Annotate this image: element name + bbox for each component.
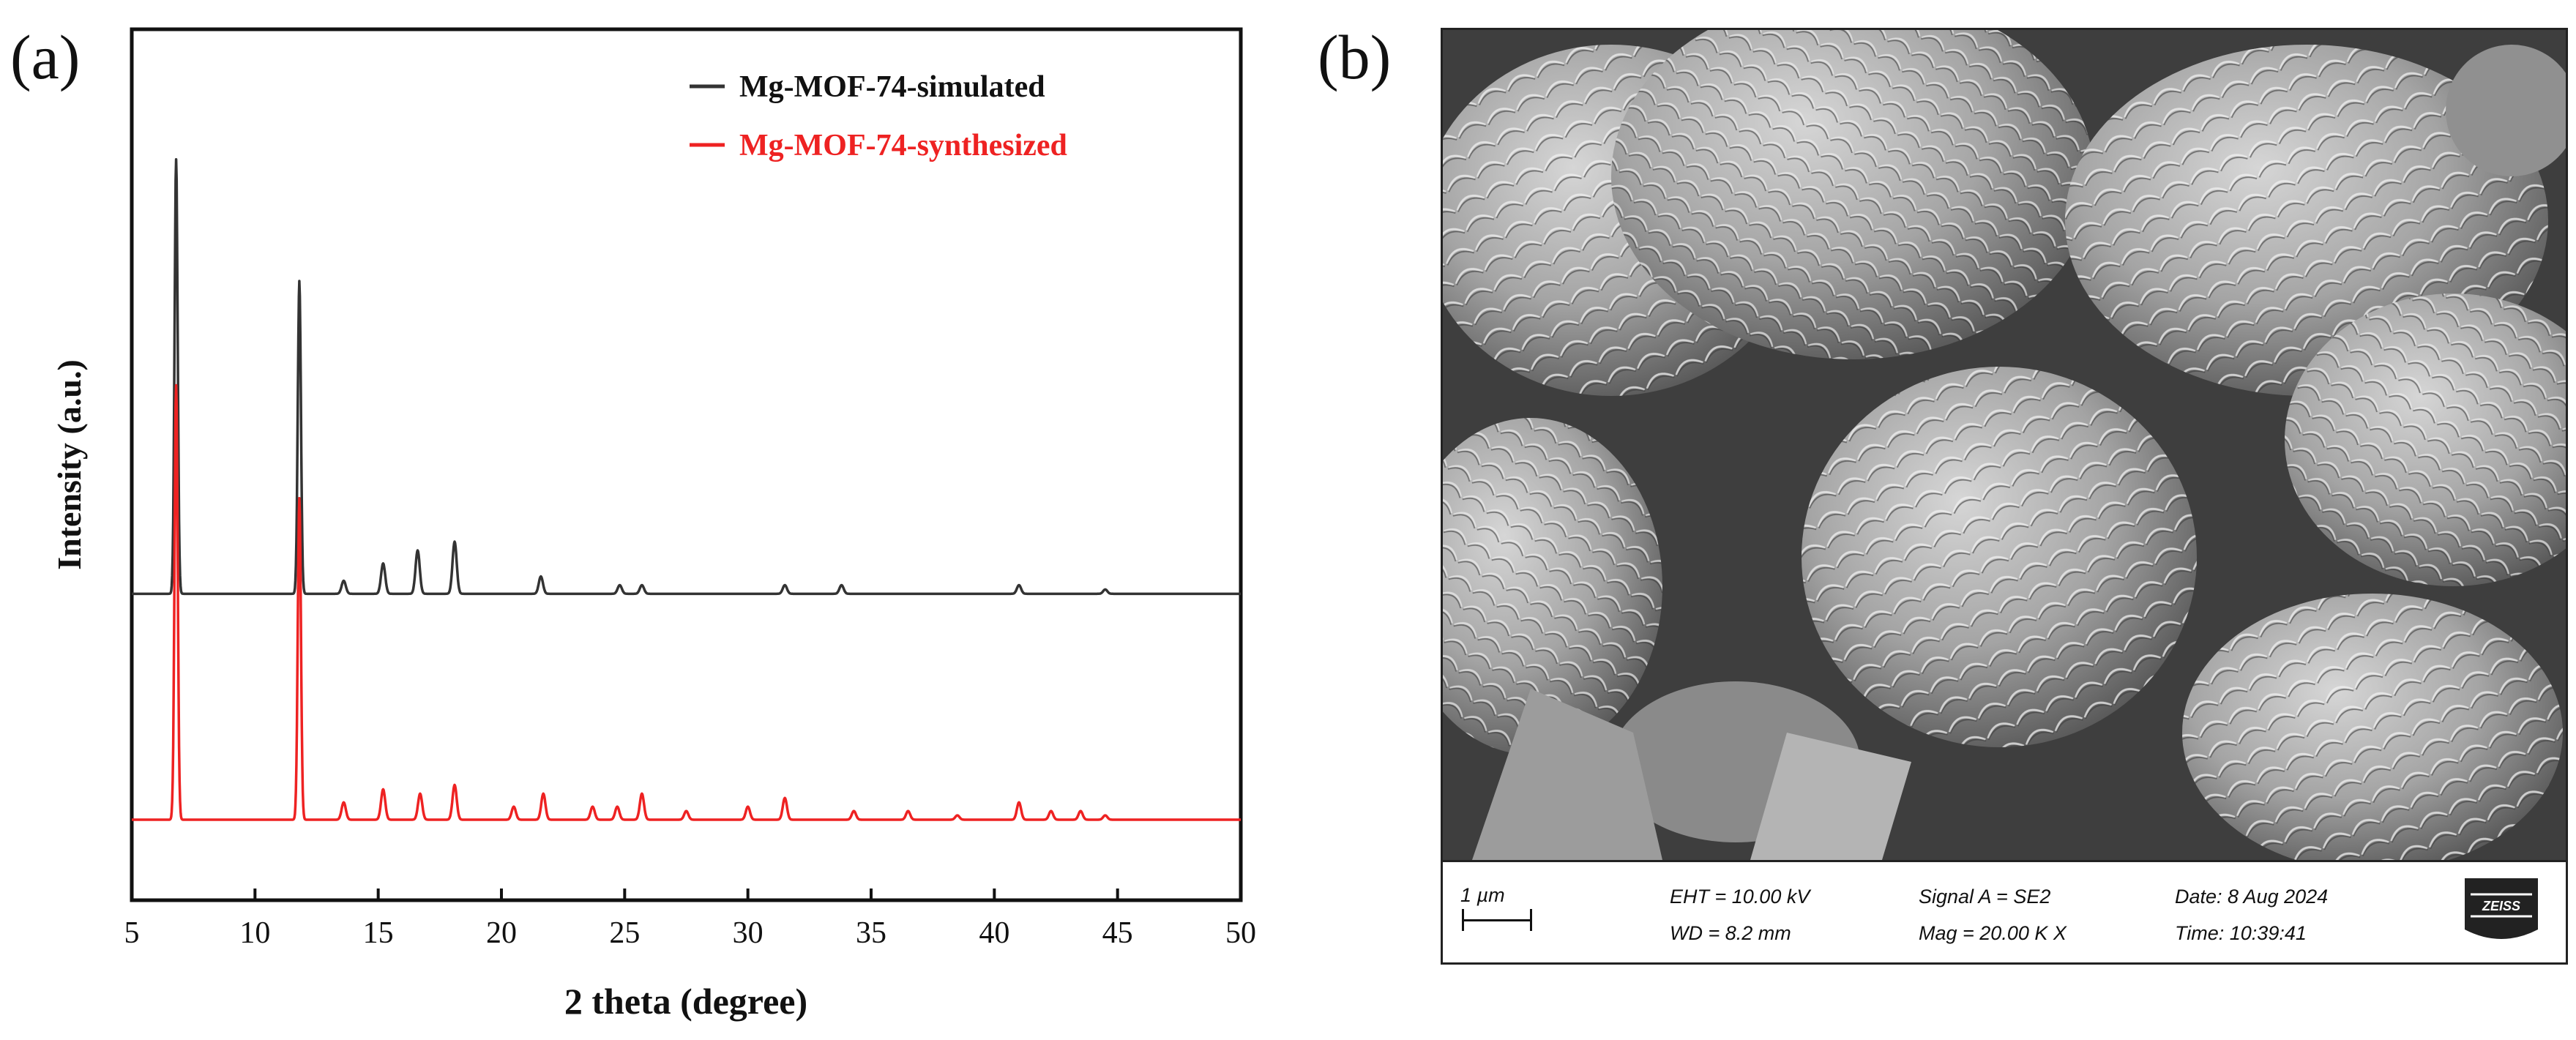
x-tick-label: 5 bbox=[124, 916, 140, 950]
sem-panel: (b) bbox=[1288, 0, 2576, 1040]
xrd-chart: 5 10 15 20 25 30 35 40 45 50 2 theta (degree) Int… bbox=[51, 27, 1256, 1022]
series-line-simulated bbox=[130, 158, 1242, 596]
x-tick-label: 40 bbox=[979, 916, 1009, 950]
eht-readout: EHT = 10.00 kV bbox=[1670, 886, 1810, 908]
x-tick-label: 35 bbox=[856, 916, 886, 950]
legend-label-simulated: Mg-MOF-74-simulated bbox=[739, 70, 1045, 104]
panel-a-label: (a) bbox=[10, 22, 81, 92]
y-axis-label: Intensity (a.u.) bbox=[51, 359, 88, 570]
sem-crystal-clusters bbox=[1443, 30, 2566, 860]
x-tick-label: 30 bbox=[733, 916, 764, 950]
scale-bar bbox=[1462, 909, 1532, 931]
x-axis-label: 2 theta (degree) bbox=[564, 981, 807, 1022]
plot-frame bbox=[130, 27, 1243, 902]
time-readout: Time: 10:39:41 bbox=[2175, 922, 2307, 944]
x-tick-label: 10 bbox=[239, 916, 270, 950]
scale-bar-label: 1 µm bbox=[1460, 884, 1505, 906]
legend-label-synthesized: Mg-MOF-74-synthesized bbox=[739, 129, 1067, 162]
series-layer bbox=[130, 158, 1242, 821]
date-readout: Date: 8 Aug 2024 bbox=[2175, 886, 2329, 908]
wd-readout: WD = 8.2 mm bbox=[1670, 922, 1791, 944]
sem-micrograph bbox=[1443, 30, 2566, 860]
panel-b-label: (b) bbox=[1318, 22, 1392, 92]
mag-readout: Mag = 20.00 K X bbox=[1919, 922, 2067, 944]
xrd-panel: (a) 5 10 15 20 25 30 35 40 45 50 2 theta (degree)… bbox=[10, 22, 1256, 1022]
x-ticks: 5 10 15 20 25 30 35 40 45 50 bbox=[124, 889, 1256, 950]
x-tick-label: 50 bbox=[1225, 916, 1256, 950]
signal-readout: Signal A = SE2 bbox=[1919, 886, 2051, 908]
x-tick-label: 20 bbox=[486, 916, 517, 950]
sem-micrograph-frame: 1 µm EHT = 10.00 kV WD = 8.2 mm Signal A… bbox=[1441, 28, 2568, 965]
x-tick-label: 25 bbox=[609, 916, 640, 950]
legend: Mg-MOF-74-simulated Mg-MOF-74-synthesize… bbox=[690, 70, 1067, 162]
zeiss-logo-text: ZEISS bbox=[2482, 899, 2520, 913]
x-tick-label: 45 bbox=[1102, 916, 1133, 950]
sem-info-bar: 1 µm EHT = 10.00 kV WD = 8.2 mm Signal A… bbox=[1443, 860, 2566, 962]
x-tick-label: 15 bbox=[363, 916, 394, 950]
series-line-synthesized bbox=[130, 384, 1242, 821]
zeiss-logo: ZEISS bbox=[2465, 878, 2538, 939]
